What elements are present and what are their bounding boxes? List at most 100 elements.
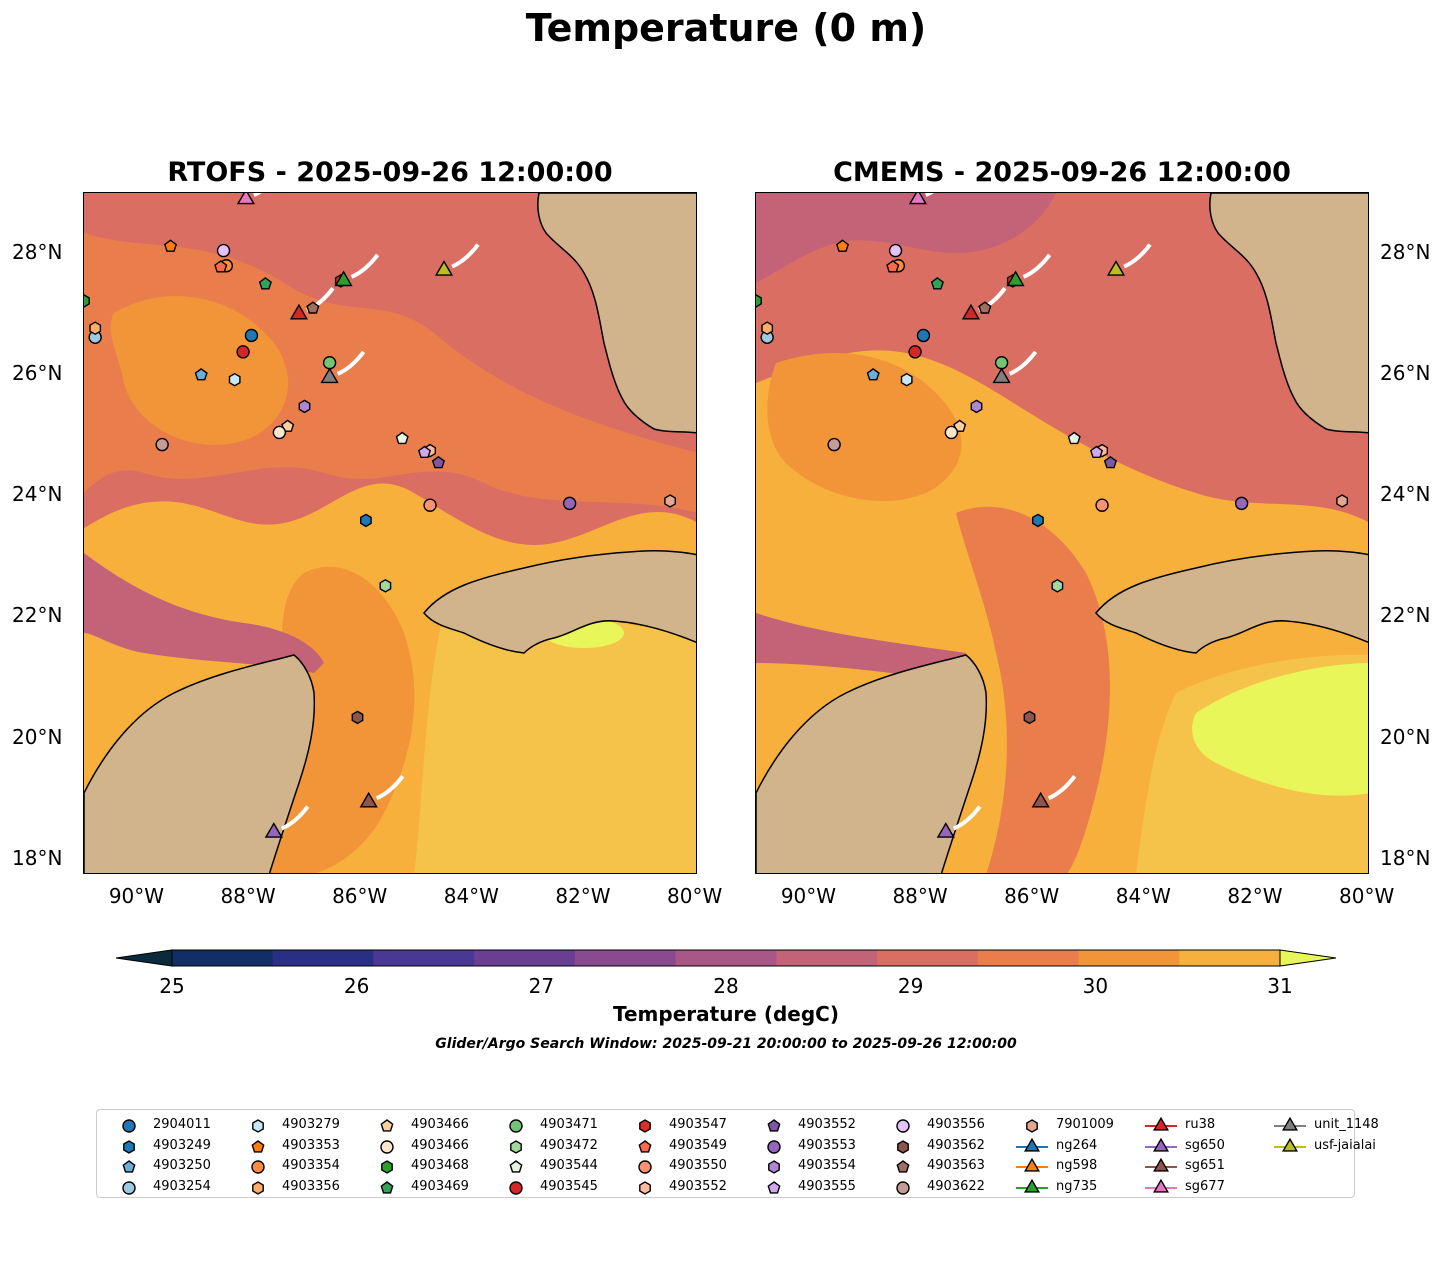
colorbar-segment <box>776 950 878 966</box>
argo-float-4903471[interactable] <box>322 356 337 370</box>
argo-float-4903279[interactable] <box>228 372 241 387</box>
legend-marker <box>638 1160 652 1174</box>
glider-track-ng735 <box>350 253 380 279</box>
argo-float-4903544[interactable] <box>1067 431 1081 445</box>
argo-float-4903550[interactable] <box>423 498 437 512</box>
argo-float-4903549[interactable] <box>214 260 228 273</box>
panel-title-cmems: CMEMS - 2025-09-26 12:00:00 <box>833 157 1291 188</box>
lat-tick-label: 22°N <box>1380 603 1431 628</box>
argo-float-4903469[interactable] <box>930 277 944 290</box>
argo-float-4903562[interactable] <box>1023 710 1036 725</box>
argo-float-4903544[interactable] <box>395 431 409 445</box>
argo-float-4903353[interactable] <box>835 239 850 252</box>
land-yucatan <box>756 654 988 873</box>
lon-tick-label: 82°W <box>1227 884 1283 908</box>
argo-float-4903555[interactable] <box>1089 445 1104 458</box>
glider-ng735[interactable] <box>334 270 353 287</box>
sst-hotspot <box>1192 663 1368 796</box>
land-cuba <box>1095 550 1368 654</box>
argo-float-4903466[interactable] <box>944 425 959 440</box>
glider-ru38[interactable] <box>961 303 981 320</box>
lat-tick-label: 20°N <box>12 724 63 749</box>
argo-float-4903622[interactable] <box>155 437 169 452</box>
argo-float-4903555[interactable] <box>417 445 432 458</box>
argo-float-4903552[interactable] <box>431 455 446 469</box>
argo-float-4903249[interactable] <box>1032 513 1044 528</box>
glider-unit_1148[interactable] <box>992 367 1011 384</box>
glider-sg677[interactable] <box>236 193 256 205</box>
argo-float-4903353[interactable] <box>163 239 178 252</box>
lat-tick-label: 28°N <box>12 239 63 264</box>
argo-float-4903356[interactable] <box>89 321 102 336</box>
legend-marker <box>123 1139 135 1154</box>
glider-sg651[interactable] <box>359 791 378 808</box>
legend-marker <box>509 1180 523 1195</box>
argo-float-4903553[interactable] <box>1234 496 1249 511</box>
argo-float-4903472[interactable] <box>1051 578 1064 593</box>
glider-usf-jaialai[interactable] <box>1106 260 1126 276</box>
argo-float-4903466[interactable] <box>953 419 967 432</box>
argo-float-4903550[interactable] <box>1095 498 1109 512</box>
sst-cool-band <box>84 553 324 673</box>
legend-marker <box>122 1119 136 1133</box>
legend-marker <box>510 1139 522 1154</box>
legend-marker <box>1023 1178 1041 1193</box>
argo-float-4903250[interactable] <box>194 368 208 381</box>
legend-marker <box>896 1180 910 1195</box>
argo-float-4903552[interactable] <box>1103 455 1118 469</box>
glider-ru38[interactable] <box>289 303 309 320</box>
argo-float-4903469[interactable] <box>258 277 272 290</box>
argo-float-4903554[interactable] <box>970 399 983 414</box>
argo-float-2904011[interactable] <box>244 328 259 343</box>
glider-track-usf-jaialai <box>451 243 480 269</box>
argo-float-4903563[interactable] <box>306 301 320 314</box>
search-window-note: Glider/Argo Search Window: 2025-09-21 20… <box>435 1036 1017 1052</box>
glider-unit_1148[interactable] <box>320 367 339 384</box>
argo-float-4903549[interactable] <box>886 260 900 273</box>
legend-label: 4903353 <box>282 1137 340 1153</box>
glider-sg651[interactable] <box>1031 791 1050 808</box>
map-panel-cmems[interactable] <box>755 192 1369 874</box>
glider-track-sg650 <box>280 805 310 831</box>
colorbar-tick-label: 26 <box>343 974 370 998</box>
argo-float-4903466[interactable] <box>272 425 287 440</box>
argo-float-7901009[interactable] <box>1336 494 1348 508</box>
argo-float-4903622[interactable] <box>827 437 841 452</box>
argo-float-7901009[interactable] <box>664 494 676 508</box>
argo-float-4903466[interactable] <box>281 419 295 432</box>
argo-float-4903279[interactable] <box>900 372 913 387</box>
argo-float-4903545[interactable] <box>908 345 922 359</box>
argo-float-4903471[interactable] <box>994 356 1009 370</box>
legend-label: 4903466 <box>411 1117 469 1132</box>
argo-float-4903472[interactable] <box>379 578 392 593</box>
argo-float-4903556[interactable] <box>216 243 231 258</box>
legend-marker <box>252 1180 264 1195</box>
argo-float-4903356[interactable] <box>761 321 774 336</box>
argo-float-4903553[interactable] <box>562 496 577 511</box>
glider-sg650[interactable] <box>264 822 283 838</box>
legend-label: 4903254 <box>153 1178 211 1194</box>
legend-marker <box>509 1160 523 1173</box>
argo-float-4903250[interactable] <box>866 368 880 381</box>
map-panel-rtofs[interactable] <box>83 192 697 874</box>
argo-float-4903249[interactable] <box>360 513 372 528</box>
lon-tick-label: 82°W <box>555 884 611 908</box>
argo-float-4903556[interactable] <box>888 243 903 258</box>
argo-float-4903545[interactable] <box>236 345 250 359</box>
glider-usf-jaialai[interactable] <box>434 260 454 276</box>
glider-sg677[interactable] <box>908 193 928 205</box>
legend-label: ng598 <box>1056 1158 1098 1173</box>
sst-band-29c <box>756 193 1368 523</box>
lon-tick-label: 90°W <box>780 884 837 908</box>
argo-float-4903468[interactable] <box>84 294 90 308</box>
argo-float-4903562[interactable] <box>351 710 364 725</box>
colorbar-segment <box>1078 950 1180 966</box>
argo-float-4903468[interactable] <box>756 294 762 308</box>
glider-ng735[interactable] <box>1006 270 1025 287</box>
legend-label: 7901009 <box>1056 1117 1114 1132</box>
argo-float-4903563[interactable] <box>978 301 992 314</box>
glider-sg650[interactable] <box>936 822 955 838</box>
legend-marker <box>897 1139 909 1154</box>
argo-float-4903554[interactable] <box>298 399 311 414</box>
argo-float-2904011[interactable] <box>916 328 931 343</box>
